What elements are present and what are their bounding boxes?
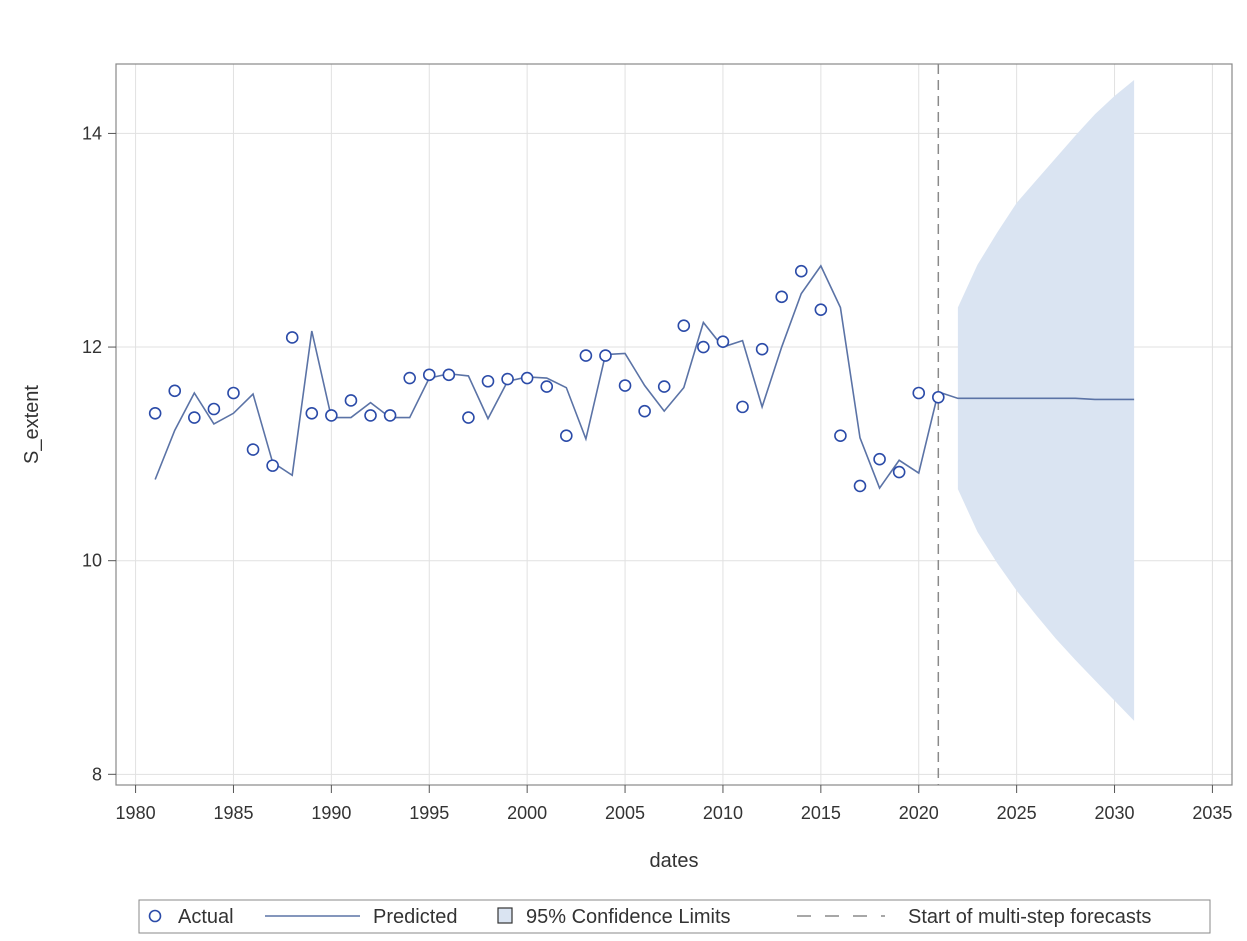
actual-point-2000 <box>520 371 534 385</box>
x-tick-label-1990: 1990 <box>311 803 351 823</box>
actual-point-1999 <box>501 372 514 386</box>
x-tick-label-2015: 2015 <box>801 803 841 823</box>
actual-point-2004 <box>599 349 612 362</box>
legend: Actual Predicted 95% Confidence Limits S… <box>138 899 1211 934</box>
y-tick-label-14: 14 <box>82 123 102 143</box>
actual-point-2018 <box>873 452 886 466</box>
actual-point-1994 <box>403 371 416 385</box>
x-tick-label-2025: 2025 <box>997 803 1037 823</box>
legend-confidence-label: 95% Confidence Limits <box>526 906 731 928</box>
legend-forecast-start-label: Start of multi-step forecasts <box>908 906 1151 928</box>
actual-point-1986 <box>246 443 260 456</box>
actual-point-2011 <box>736 400 749 414</box>
actual-point-2021 <box>932 390 945 404</box>
actual-point-1993 <box>383 409 397 422</box>
actual-point-2013 <box>775 290 788 304</box>
actual-point-2002 <box>560 429 573 443</box>
actual-point-1984 <box>207 402 221 416</box>
actual-point-2015 <box>814 303 828 316</box>
actual-point-2010 <box>716 335 730 349</box>
actual-point-1995 <box>422 368 436 382</box>
actual-point-1989 <box>305 406 319 420</box>
plot-frame <box>115 63 1233 786</box>
x-axis-title: dates <box>650 850 699 872</box>
actual-point-2020 <box>912 386 926 400</box>
x-tick-label-2000: 2000 <box>507 803 547 823</box>
actual-point-2012 <box>755 342 769 356</box>
y-tick-label-10: 10 <box>82 551 102 571</box>
actual-point-1991 <box>344 394 358 407</box>
x-tick-label-1985: 1985 <box>213 803 253 823</box>
actual-point-2001 <box>540 380 554 393</box>
actual-point-2017 <box>853 479 867 493</box>
actual-point-2008 <box>677 319 691 332</box>
legend-actual-marker <box>148 909 162 923</box>
actual-point-1997 <box>462 411 475 424</box>
actual-point-2007 <box>657 380 671 393</box>
actual-point-1982 <box>168 384 182 398</box>
actual-point-1983 <box>188 411 201 424</box>
predicted-series <box>154 264 1135 490</box>
actual-point-1998 <box>481 374 495 388</box>
actual-series <box>148 264 945 493</box>
y-axis-ticks: 8 10 12 14 <box>82 123 116 784</box>
actual-point-1996 <box>442 368 456 382</box>
actual-point-1992 <box>364 409 377 422</box>
x-axis-ticks: 1980 1985 1990 1995 2000 2005 2010 2015 2020 2025… <box>116 785 1232 823</box>
legend-predicted-label: Predicted <box>373 906 458 928</box>
confidence-band <box>957 80 1135 721</box>
y-axis-title: S_extent <box>21 385 43 464</box>
x-tick-label-1995: 1995 <box>409 803 449 823</box>
y-tick-label-8: 8 <box>92 764 102 784</box>
predicted-line <box>154 264 1135 490</box>
actual-point-2019 <box>892 465 906 479</box>
actual-point-1985 <box>227 386 240 400</box>
legend-box <box>138 899 1211 934</box>
x-tick-label-2005: 2005 <box>605 803 645 823</box>
y-tick-label-12: 12 <box>82 337 102 357</box>
actual-point-2016 <box>834 429 847 443</box>
legend-actual-label: Actual <box>178 906 234 928</box>
confidence-band-area <box>957 80 1135 721</box>
actual-point-2014 <box>794 264 808 278</box>
actual-point-2009 <box>697 340 710 354</box>
actual-point-1987 <box>266 459 279 472</box>
x-tick-label-1980: 1980 <box>116 803 156 823</box>
x-tick-label-2030: 2030 <box>1095 803 1135 823</box>
x-tick-label-2010: 2010 <box>703 803 743 823</box>
x-tick-label-2020: 2020 <box>899 803 939 823</box>
actual-point-1988 <box>285 331 299 344</box>
actual-point-1981 <box>148 406 162 420</box>
actual-point-1990 <box>325 409 338 422</box>
legend-confidence-swatch <box>497 907 513 924</box>
actual-point-2003 <box>579 349 593 362</box>
actual-point-2006 <box>638 404 651 418</box>
actual-point-2005 <box>618 379 632 392</box>
x-tick-label-2035: 2035 <box>1192 803 1232 823</box>
